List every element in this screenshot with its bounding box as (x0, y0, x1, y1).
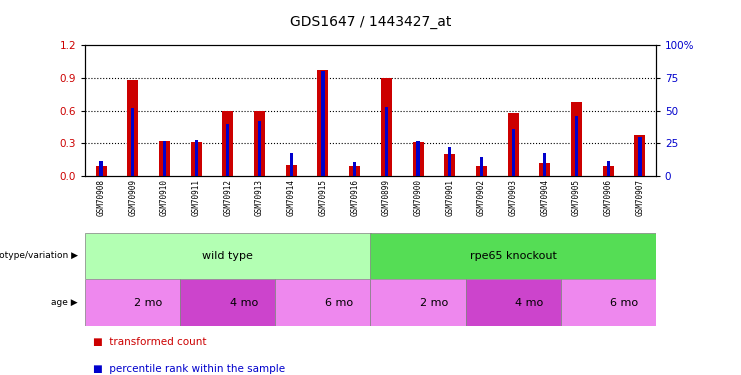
Bar (561, 279, 656, 326)
Text: rpe65 knockout: rpe65 knockout (470, 251, 556, 261)
Bar (370, 279, 465, 326)
Text: GSM70912: GSM70912 (223, 179, 233, 216)
Bar (290, 153, 293, 176)
Bar (539, 163, 551, 176)
Text: GSM70904: GSM70904 (540, 179, 549, 216)
Text: GSM70902: GSM70902 (477, 179, 486, 216)
Bar (448, 147, 451, 176)
Bar (317, 70, 328, 176)
Text: 4 mo: 4 mo (230, 298, 258, 308)
Bar (127, 80, 139, 176)
Bar (96, 166, 107, 176)
Bar (99, 160, 103, 176)
Text: GSM70905: GSM70905 (572, 179, 581, 216)
Bar (385, 106, 388, 176)
Text: GDS1647 / 1443427_at: GDS1647 / 1443427_at (290, 15, 451, 29)
Text: GSM70899: GSM70899 (382, 179, 391, 216)
Bar (543, 153, 546, 176)
Bar (602, 166, 614, 176)
Bar (370, 232, 656, 279)
Text: GSM70908: GSM70908 (96, 179, 105, 216)
Bar (131, 108, 134, 176)
Bar (258, 121, 261, 176)
Text: GSM70909: GSM70909 (128, 179, 137, 216)
Bar (413, 142, 424, 176)
Bar (571, 102, 582, 176)
Text: 6 mo: 6 mo (325, 298, 353, 308)
Text: GSM70914: GSM70914 (287, 179, 296, 216)
Bar (353, 162, 356, 176)
Bar (634, 135, 645, 176)
Text: genotype/variation ▶: genotype/variation ▶ (0, 251, 78, 260)
Text: GSM70911: GSM70911 (192, 179, 201, 216)
Text: GSM70910: GSM70910 (160, 179, 169, 216)
Bar (254, 111, 265, 176)
Bar (638, 137, 642, 176)
Bar (476, 166, 487, 176)
Text: 2 mo: 2 mo (419, 298, 448, 308)
Text: GSM70900: GSM70900 (413, 179, 422, 216)
Bar (286, 165, 297, 176)
Text: age ▶: age ▶ (51, 298, 78, 307)
Text: GSM70915: GSM70915 (319, 179, 328, 216)
Bar (349, 166, 360, 176)
Bar (322, 71, 325, 176)
Bar (444, 154, 455, 176)
Bar (416, 141, 419, 176)
Text: GSM70906: GSM70906 (604, 179, 613, 216)
Bar (381, 78, 392, 176)
Bar (85, 232, 370, 279)
Bar (480, 157, 483, 176)
Text: GSM70916: GSM70916 (350, 179, 359, 216)
Text: 2 mo: 2 mo (134, 298, 163, 308)
Text: wild type: wild type (202, 251, 253, 261)
Bar (511, 129, 515, 176)
Bar (159, 141, 170, 176)
Text: GSM70913: GSM70913 (255, 179, 264, 216)
Bar (190, 142, 202, 176)
Text: ■  percentile rank within the sample: ■ percentile rank within the sample (93, 364, 285, 374)
Bar (276, 279, 370, 326)
Bar (465, 279, 561, 326)
Bar (222, 111, 233, 176)
Text: 6 mo: 6 mo (610, 298, 638, 308)
Text: GSM70907: GSM70907 (636, 179, 645, 216)
Bar (575, 116, 578, 176)
Text: GSM70901: GSM70901 (445, 179, 454, 216)
Text: GSM70903: GSM70903 (508, 179, 518, 216)
Bar (163, 141, 166, 176)
Bar (85, 279, 180, 326)
Bar (180, 279, 276, 326)
Bar (508, 113, 519, 176)
Bar (195, 140, 198, 176)
Text: 4 mo: 4 mo (515, 298, 543, 308)
Bar (226, 124, 230, 176)
Text: ■  transformed count: ■ transformed count (93, 338, 206, 348)
Bar (607, 160, 610, 176)
